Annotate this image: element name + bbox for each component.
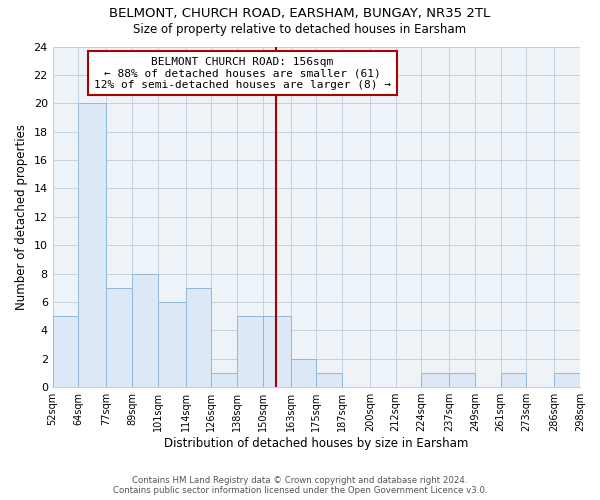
Bar (290, 359, 316, 387)
Y-axis label: Number of detached properties: Number of detached properties (15, 124, 28, 310)
Bar (449, 373, 475, 387)
Text: Contains HM Land Registry data © Crown copyright and database right 2024.
Contai: Contains HM Land Registry data © Crown c… (113, 476, 487, 495)
Bar (211, 373, 237, 387)
Text: BELMONT, CHURCH ROAD, EARSHAM, BUNGAY, NR35 2TL: BELMONT, CHURCH ROAD, EARSHAM, BUNGAY, N… (109, 8, 491, 20)
Bar (500, 373, 526, 387)
Bar (263, 316, 290, 387)
Bar (53, 316, 79, 387)
Text: Size of property relative to detached houses in Earsham: Size of property relative to detached ho… (133, 22, 467, 36)
Bar (158, 302, 185, 387)
Bar (106, 288, 132, 387)
Bar (237, 316, 263, 387)
Bar (79, 104, 106, 387)
Bar (421, 373, 449, 387)
Bar (316, 373, 342, 387)
Bar (185, 288, 211, 387)
Bar (132, 274, 158, 387)
X-axis label: Distribution of detached houses by size in Earsham: Distribution of detached houses by size … (164, 437, 469, 450)
Text: BELMONT CHURCH ROAD: 156sqm
← 88% of detached houses are smaller (61)
12% of sem: BELMONT CHURCH ROAD: 156sqm ← 88% of det… (94, 56, 391, 90)
Bar (554, 373, 580, 387)
